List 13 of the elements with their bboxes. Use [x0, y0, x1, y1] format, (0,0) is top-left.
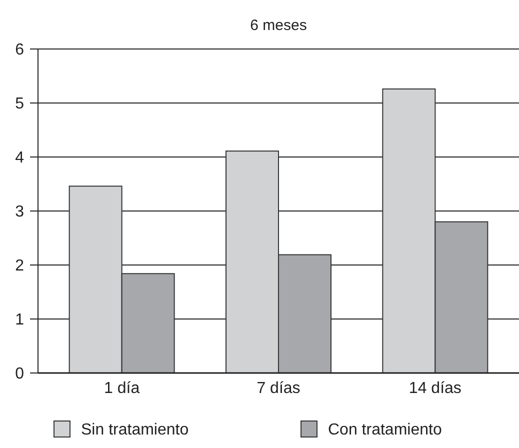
y-tick-label: 0	[15, 366, 24, 383]
x-tick-label: 7 días	[256, 380, 300, 397]
y-tick-label: 1	[15, 312, 24, 329]
chart-title: 6 meses	[250, 17, 307, 34]
y-tick-label: 4	[15, 150, 24, 167]
x-tick-label: 1 día	[104, 380, 140, 397]
x-tick-label: 14 días	[408, 380, 462, 397]
y-tick-label: 2	[15, 258, 24, 275]
y-tick-label: 3	[15, 204, 24, 221]
y-tick-label: 5	[15, 96, 24, 113]
y-tick-label: 6	[15, 42, 24, 59]
legend-label: Sin tratamiento	[81, 422, 189, 439]
legend-label: Con tratamiento	[328, 422, 442, 439]
